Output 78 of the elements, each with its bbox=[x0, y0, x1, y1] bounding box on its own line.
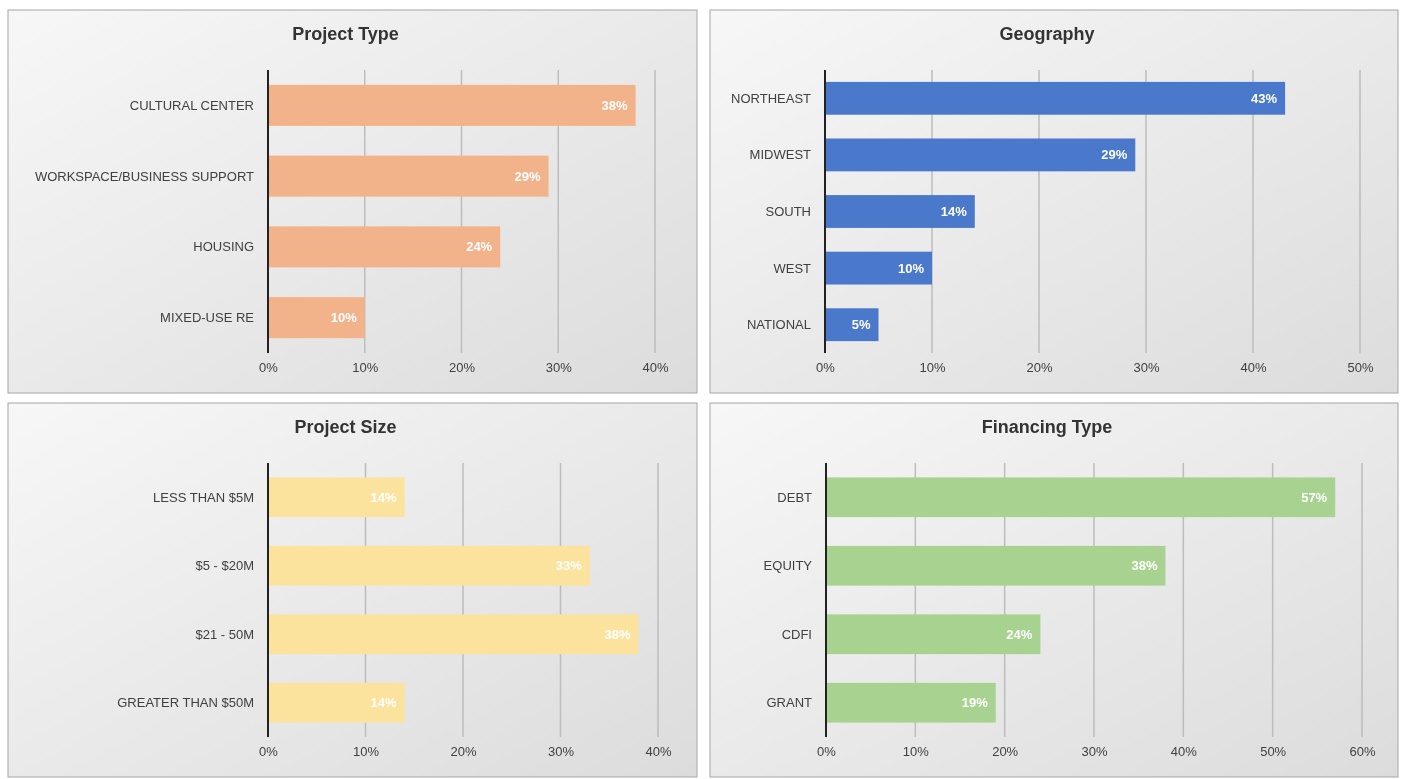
x-tick-label: 30% bbox=[547, 744, 575, 760]
y-tick-label: CDFI bbox=[781, 626, 812, 642]
chart-title: Financing Type bbox=[981, 417, 1113, 437]
bar bbox=[825, 138, 1136, 172]
bar bbox=[826, 614, 1041, 655]
x-tick-label: 50% bbox=[1347, 360, 1374, 376]
data-label: 14% bbox=[370, 695, 397, 711]
x-tick-label: 40% bbox=[642, 360, 669, 376]
data-label: 19% bbox=[961, 695, 989, 711]
x-tick-label: 30% bbox=[1133, 360, 1160, 376]
bar bbox=[825, 81, 1286, 115]
x-tick-label: 30% bbox=[545, 360, 573, 376]
bar bbox=[826, 477, 1336, 518]
bar bbox=[825, 308, 879, 342]
y-tick-label: $5 - $20M bbox=[195, 558, 254, 574]
y-tick-label: LESS THAN $5M bbox=[153, 489, 254, 505]
x-tick-label: 20% bbox=[448, 360, 476, 376]
data-label: 38% bbox=[604, 626, 631, 642]
chart-title: Project Type bbox=[292, 24, 399, 44]
x-tick-label: 20% bbox=[1026, 360, 1053, 376]
data-label: 43% bbox=[1251, 90, 1278, 106]
x-tick-label: 60% bbox=[1349, 744, 1376, 760]
data-label: 29% bbox=[1101, 147, 1128, 163]
y-tick-label: MIXED-USE RE bbox=[160, 310, 255, 326]
data-label: 33% bbox=[555, 558, 583, 574]
bar bbox=[825, 195, 975, 228]
x-tick-label: 40% bbox=[645, 744, 672, 760]
x-tick-label: 0% bbox=[259, 744, 279, 760]
x-tick-label: 0% bbox=[817, 744, 837, 760]
x-tick-label: 40% bbox=[1170, 744, 1198, 760]
bar bbox=[825, 251, 932, 285]
data-label: 10% bbox=[897, 260, 925, 276]
data-label: 57% bbox=[1301, 489, 1328, 505]
y-tick-label: WORKSPACE/BUSINESS SUPPORT bbox=[34, 168, 255, 184]
bar bbox=[268, 155, 549, 197]
y-tick-label: MIDWEST bbox=[749, 147, 812, 163]
y-tick-label: GREATER THAN $50M bbox=[117, 695, 254, 711]
data-label: 29% bbox=[514, 168, 541, 184]
x-tick-label: 10% bbox=[352, 744, 380, 760]
x-tick-label: 50% bbox=[1260, 744, 1287, 760]
bar bbox=[268, 84, 636, 126]
x-tick-label: 10% bbox=[919, 360, 946, 376]
bar bbox=[268, 477, 405, 518]
data-label: 10% bbox=[330, 310, 358, 326]
y-tick-label: EQUITY bbox=[763, 558, 813, 574]
chart-title: Geography bbox=[999, 24, 1095, 44]
bar bbox=[268, 682, 405, 723]
y-tick-label: GRANT bbox=[766, 695, 813, 711]
y-tick-label: $21 - 50M bbox=[195, 626, 254, 642]
data-label: 38% bbox=[1131, 558, 1158, 574]
data-label: 24% bbox=[466, 239, 493, 255]
x-tick-label: 0% bbox=[816, 360, 836, 376]
y-tick-label: CULTURAL CENTER bbox=[129, 97, 254, 113]
bar bbox=[826, 682, 996, 723]
x-tick-label: 10% bbox=[902, 744, 930, 760]
data-label: 14% bbox=[370, 489, 397, 505]
chart-title: Project Size bbox=[294, 417, 397, 437]
bar bbox=[268, 297, 365, 339]
y-tick-label: DEBT bbox=[777, 489, 813, 505]
data-label: 38% bbox=[601, 97, 629, 113]
y-tick-label: NATIONAL bbox=[746, 317, 811, 333]
y-tick-label: WEST bbox=[773, 260, 812, 276]
bar bbox=[268, 226, 501, 268]
x-tick-label: 20% bbox=[450, 744, 477, 760]
bar bbox=[268, 545, 590, 586]
data-label: 14% bbox=[940, 204, 968, 220]
bar bbox=[268, 614, 639, 655]
x-tick-label: 30% bbox=[1081, 744, 1108, 760]
bar bbox=[826, 545, 1166, 586]
y-tick-label: HOUSING bbox=[193, 239, 254, 255]
data-label: 24% bbox=[1006, 626, 1033, 642]
y-tick-label: SOUTH bbox=[765, 204, 811, 220]
x-tick-label: 40% bbox=[1240, 360, 1267, 376]
x-tick-label: 20% bbox=[992, 744, 1019, 760]
x-tick-label: 10% bbox=[352, 360, 379, 376]
x-tick-label: 0% bbox=[259, 360, 279, 376]
y-tick-label: NORTHEAST bbox=[731, 90, 812, 106]
data-label: 5% bbox=[851, 317, 871, 333]
